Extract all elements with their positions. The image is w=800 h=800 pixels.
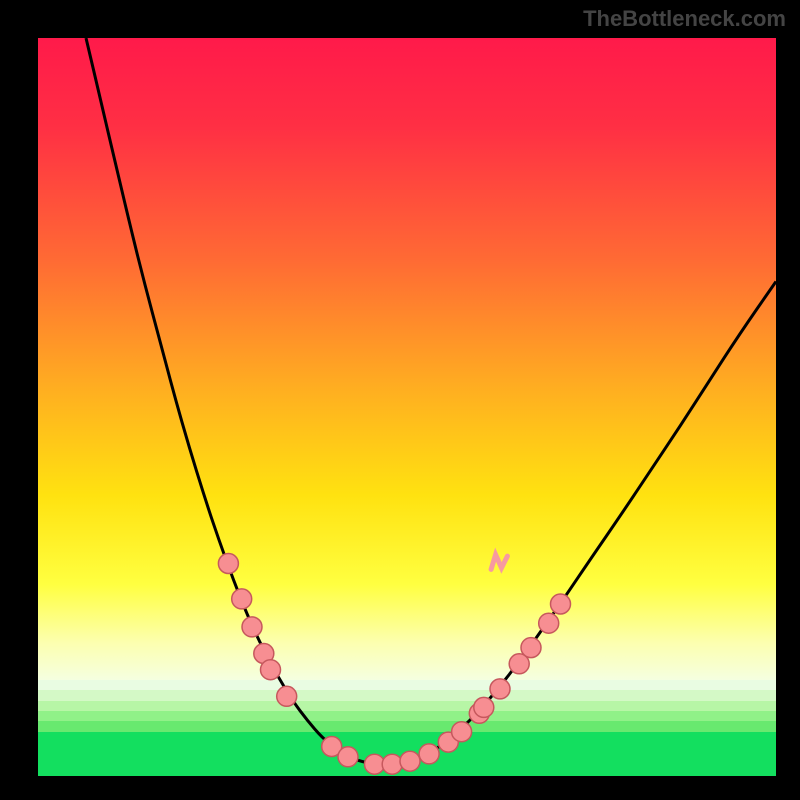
data-point-marker	[232, 589, 252, 609]
data-point-marker	[551, 594, 571, 614]
data-point-marker	[539, 613, 559, 633]
watermark-text: TheBottleneck.com	[583, 6, 786, 32]
plot-area	[38, 38, 776, 776]
data-point-marker	[474, 697, 494, 717]
data-point-marker	[521, 638, 541, 658]
data-point-marker	[218, 554, 238, 574]
curve-overlay	[38, 38, 776, 776]
data-point-marker	[400, 751, 420, 771]
bottleneck-curve	[86, 38, 776, 764]
data-point-marker	[419, 744, 439, 764]
data-point-marker	[277, 686, 297, 706]
data-point-marker	[452, 722, 472, 742]
data-point-marker	[242, 617, 262, 637]
data-point-marker	[490, 679, 510, 699]
jitter-segment	[491, 555, 507, 570]
data-point-marker	[338, 747, 358, 767]
data-point-marker	[382, 754, 402, 774]
data-point-marker	[261, 660, 281, 680]
